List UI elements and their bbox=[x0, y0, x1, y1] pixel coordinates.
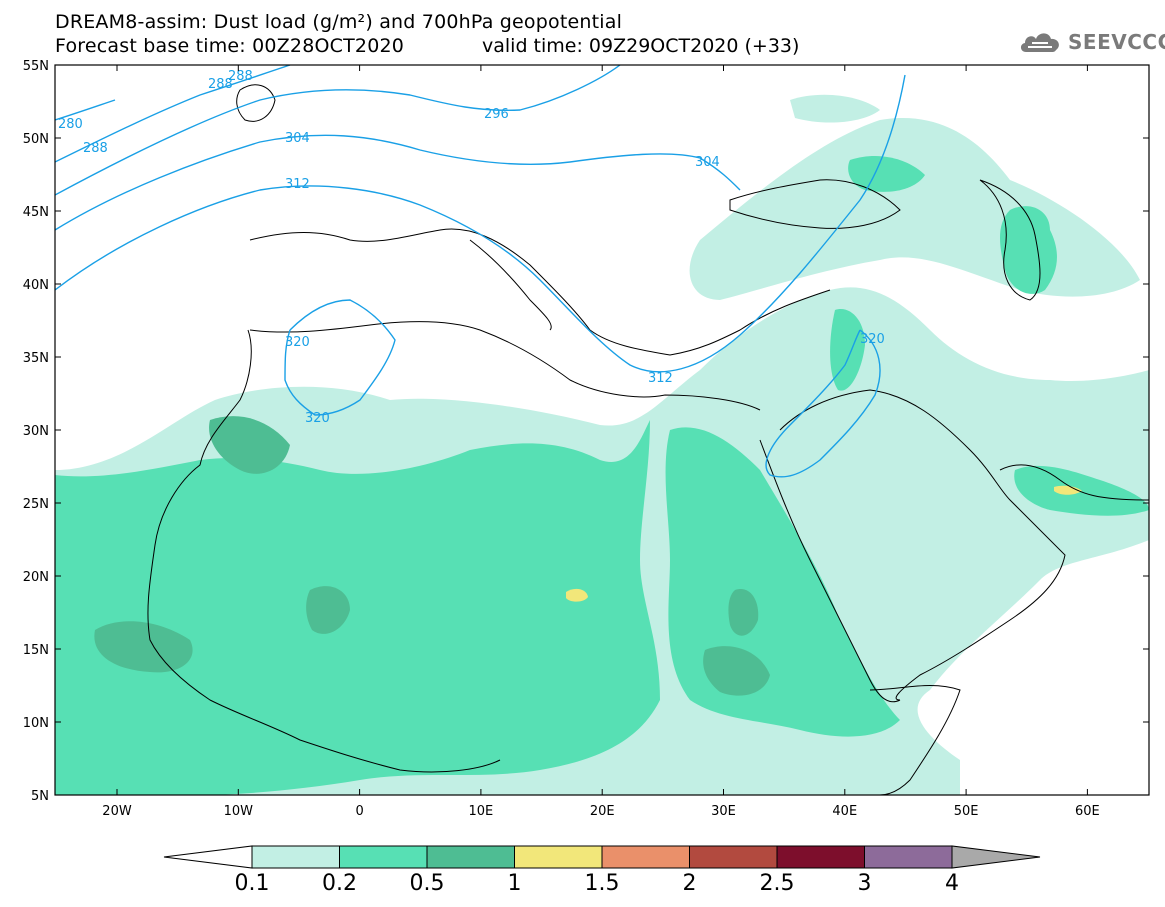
contour-312 bbox=[55, 74, 906, 373]
lat-label: 50N bbox=[23, 132, 49, 147]
coastlines bbox=[147, 84, 1149, 795]
dust-area-dark-3 bbox=[703, 646, 770, 696]
forecast-base-time: Forecast base time: 00Z28OCT2020 bbox=[55, 35, 405, 57]
dust-area-medium-ne bbox=[1000, 206, 1057, 294]
colorbar-level-label: 3 bbox=[857, 871, 872, 896]
colorbar-level-label: 0.2 bbox=[322, 871, 357, 896]
lon-label: 30E bbox=[711, 804, 736, 819]
contour-label: 304 bbox=[695, 155, 720, 170]
coastline-europe bbox=[249, 228, 831, 356]
lon-label: 10W bbox=[224, 804, 254, 819]
lat-label: 20N bbox=[23, 570, 49, 585]
contour-label: 320 bbox=[285, 335, 310, 350]
colorbar-level-label: 0.5 bbox=[409, 871, 445, 896]
dust-area-dark-1 bbox=[94, 621, 193, 673]
contour-label: 312 bbox=[648, 371, 673, 386]
coastline-black-sea bbox=[729, 179, 901, 229]
lat-label: 15N bbox=[23, 643, 49, 658]
contour-label: 288 bbox=[228, 69, 253, 84]
lat-label: 45N bbox=[23, 205, 49, 220]
colorbar-swatch bbox=[339, 845, 428, 869]
colorbar-swatch bbox=[514, 845, 603, 869]
lat-label: 30N bbox=[23, 424, 49, 439]
colorbar-swatch bbox=[689, 845, 778, 869]
latitude-axis: 55N 50N 45N 40N 35N 30N 25N 20N 15N 10N 5N bbox=[23, 59, 1149, 804]
lon-label: 20W bbox=[102, 804, 132, 819]
geopotential-contours bbox=[55, 65, 906, 478]
coastline-arabia bbox=[779, 389, 1066, 701]
cloud-logo-icon bbox=[1020, 33, 1059, 52]
lon-label: 40E bbox=[832, 804, 857, 819]
lon-label: 20E bbox=[590, 804, 615, 819]
dust-area-medium-west bbox=[55, 420, 660, 795]
lon-label: 50E bbox=[954, 804, 979, 819]
lat-label: 10N bbox=[23, 716, 49, 731]
contour-label: 312 bbox=[285, 177, 310, 192]
valid-time: valid time: 09Z29OCT2020 (+33) bbox=[482, 35, 800, 57]
dust-area-dark-2 bbox=[209, 416, 290, 474]
contour-label: 320 bbox=[860, 332, 885, 347]
coastline-red-sea bbox=[759, 439, 901, 703]
colorbar-level-label: 4 bbox=[945, 871, 959, 896]
contour-label: 288 bbox=[83, 141, 108, 156]
contour-304 bbox=[55, 134, 741, 231]
colorbar-swatch bbox=[601, 845, 690, 869]
longitude-axis: 20W 10W 0 10E 20E 30E 40E 50E 60E bbox=[102, 65, 1100, 819]
dust-area-medium-levant bbox=[830, 309, 865, 391]
colorbar-level-label: 2 bbox=[682, 871, 697, 896]
contour-320-west bbox=[284, 299, 396, 416]
lat-label: 55N bbox=[23, 59, 49, 74]
dust-area-dark-4 bbox=[306, 586, 350, 634]
coastline-british-isles bbox=[236, 84, 276, 122]
dust-area-high-gulf bbox=[1054, 485, 1082, 495]
contour-320-east bbox=[765, 329, 881, 478]
contour-280 bbox=[55, 99, 116, 121]
coastline-west-africa bbox=[147, 329, 501, 773]
lat-label: 25N bbox=[23, 497, 49, 512]
colorbar-level-label: 2.5 bbox=[759, 871, 795, 896]
colorbar-swatch bbox=[426, 845, 515, 869]
colorbar-swatch bbox=[864, 845, 953, 869]
coastline-persian-gulf bbox=[999, 464, 1149, 501]
colorbar-min-arrow bbox=[163, 845, 253, 869]
dust-area-medium-black-sea bbox=[848, 155, 925, 192]
lon-label: 60E bbox=[1075, 804, 1100, 819]
colorbar-max-arrow bbox=[951, 845, 1041, 869]
colorbar-level-label: 0.1 bbox=[234, 871, 270, 896]
dust-area-high-sahara bbox=[566, 588, 588, 602]
coastline-italy bbox=[469, 239, 552, 331]
contour-label: 304 bbox=[285, 131, 310, 146]
contour-label: 320 bbox=[305, 411, 330, 426]
colorbar-swatch bbox=[776, 845, 865, 869]
contour-296 bbox=[55, 65, 621, 196]
lon-label: 10E bbox=[469, 804, 494, 819]
contour-label: 296 bbox=[484, 107, 509, 122]
dust-area-light-nw bbox=[790, 94, 880, 123]
contour-labels: 280 288 288 288 296 304 304 312 312 320 … bbox=[58, 69, 885, 426]
lon-label: 0 bbox=[355, 804, 363, 819]
colorbar-level-label: 1 bbox=[507, 871, 522, 896]
brand-name: SEEVCCC bbox=[1068, 30, 1165, 54]
colorbar-level-label: 1.5 bbox=[584, 871, 620, 896]
brand-logo: SEEVCCC bbox=[1018, 28, 1165, 56]
coastline-caspian bbox=[979, 179, 1041, 301]
lat-label: 5N bbox=[31, 789, 49, 804]
coastline-east-africa-horn bbox=[869, 685, 961, 795]
dust-area-dark-5 bbox=[728, 589, 759, 636]
coastline-north-africa bbox=[249, 321, 761, 411]
contour-label: 280 bbox=[58, 117, 83, 132]
lat-label: 35N bbox=[23, 351, 49, 366]
contour-288 bbox=[55, 65, 291, 163]
lat-label: 40N bbox=[23, 278, 49, 293]
contour-label: 288 bbox=[208, 77, 233, 92]
map-title: DREAM8-assim: Dust load (g/m²) and 700hP… bbox=[55, 11, 623, 33]
colorbar-swatch bbox=[251, 845, 340, 869]
